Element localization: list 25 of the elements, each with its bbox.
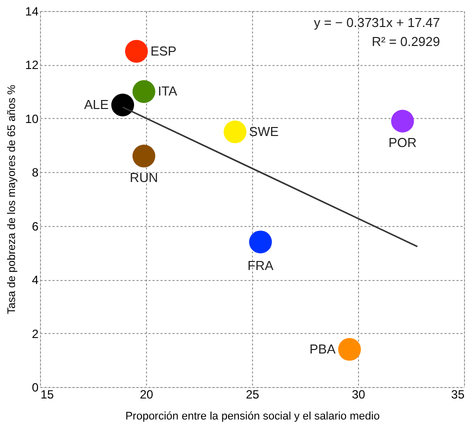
annotation: y = − 0.3731x + 17.47 xyxy=(314,15,440,30)
series-label: SWE xyxy=(249,124,279,139)
y-tick-label: 4 xyxy=(32,273,39,288)
x-tick-label: 15 xyxy=(40,388,54,402)
y-tick-label: 6 xyxy=(32,219,39,234)
series-label: ALE xyxy=(84,97,110,112)
series-label: RUN xyxy=(130,170,158,186)
series-label: FRA xyxy=(247,258,274,273)
y-tick-label: 14 xyxy=(25,4,39,18)
y-tick-label: 8 xyxy=(32,166,39,180)
y-tick-label: 10 xyxy=(25,112,39,126)
series-label: PBA xyxy=(310,341,336,356)
y-tick-label: 12 xyxy=(25,58,39,72)
x-axis-title: Proporción entre la pensión social y el salario medio xyxy=(125,410,380,422)
x-tick-label: 20 xyxy=(140,388,154,402)
x-tick-label: 30 xyxy=(352,388,366,402)
x-tick-label: 25 xyxy=(246,388,260,402)
series-label: ESP xyxy=(150,43,176,58)
annotation: R² = 0.2929 xyxy=(372,34,440,49)
series-label: ITA xyxy=(158,84,178,99)
y-tick-label: 2 xyxy=(32,326,39,341)
x-tick-label: 35 xyxy=(451,388,465,402)
series-label: POR xyxy=(388,135,417,150)
y-axis-title: Tasa de pobreza de los mayores de 65 años % xyxy=(6,84,18,314)
y-tick-label: 0 xyxy=(32,380,39,394)
